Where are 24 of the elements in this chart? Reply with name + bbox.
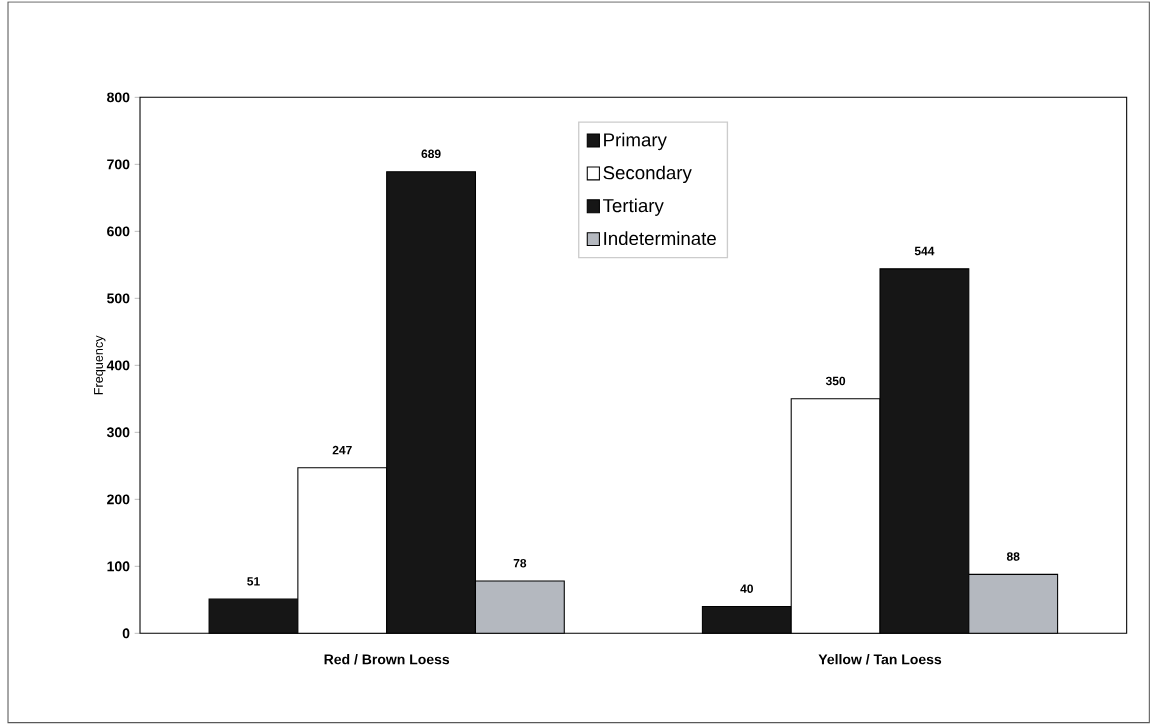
data-label: 88: [1006, 552, 1020, 561]
y-tick-label: 500: [107, 293, 130, 304]
data-label: 350: [825, 376, 846, 386]
y-tick-label: 400: [106, 360, 130, 371]
data-label: 544: [914, 246, 935, 256]
data-label: 689: [421, 149, 441, 159]
legend-label: Tertiary: [603, 198, 664, 216]
y-axis-title: Frequency: [94, 335, 106, 395]
x-tick-label: Yellow / Tan Loess: [818, 654, 942, 665]
legend-label: Primary: [604, 132, 667, 151]
y-tick-label: 100: [107, 561, 130, 572]
x-tick-label: Red / Brown Loess: [324, 654, 450, 665]
y-tick-label: 600: [107, 226, 130, 237]
legend-label: Indeterminate: [604, 231, 716, 246]
y-tick-label: 0: [122, 628, 130, 639]
data-label: 40: [740, 584, 753, 593]
y-tick-label: 200: [107, 494, 130, 505]
y-tick-label: 300: [106, 427, 130, 438]
data-label: 51: [247, 577, 260, 586]
y-tick-label: 800: [107, 92, 130, 103]
legend-label: Secondary: [603, 165, 692, 184]
y-tick-label: 700: [107, 159, 130, 170]
data-label: 78: [513, 558, 527, 568]
data-label: 247: [332, 445, 352, 455]
